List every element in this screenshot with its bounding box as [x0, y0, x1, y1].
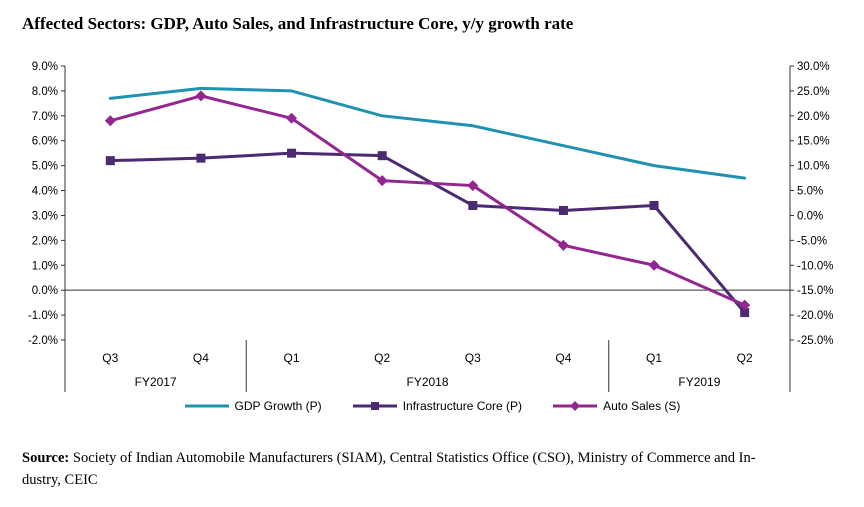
x-axis-quarter-label: Q2: [374, 351, 390, 365]
x-axis-fy-label: FY2018: [406, 375, 448, 389]
x-axis-quarter-label: Q4: [193, 351, 209, 365]
left-axis-tick-label: 0.0%: [32, 285, 58, 297]
left-axis-tick-label: -1.0%: [28, 310, 58, 322]
marker-square-infrastructure-core: [468, 200, 478, 210]
marker-diamond-auto-sales: [557, 239, 569, 251]
marker-diamond-auto-sales: [286, 112, 298, 124]
marker-diamond-auto-sales: [195, 90, 207, 102]
x-axis-quarter-label: Q4: [555, 351, 571, 365]
marker-square-infrastructure-core: [105, 156, 115, 166]
left-axis-tick-label: 6.0%: [32, 136, 58, 148]
marker-square-infrastructure-core: [377, 151, 387, 161]
source-line1: Society of Indian Automobile Manufacture…: [72, 449, 756, 466]
right-axis-tick-label: -20.0%: [797, 310, 833, 322]
right-axis-tick-label: 5.0%: [797, 186, 823, 198]
legend-label-gdp-growth: GDP Growth (P): [234, 399, 322, 413]
left-axis-tick-label: -2.0%: [28, 335, 58, 347]
right-axis-tick-label: 10.0%: [797, 161, 830, 173]
left-axis-tick-label: 7.0%: [32, 111, 58, 123]
marker-diamond-auto-sales: [648, 259, 660, 271]
left-axis-tick-label: 2.0%: [32, 235, 58, 247]
left-axis-tick-label: 9.0%: [32, 61, 58, 73]
legend-label-auto-sales: Auto Sales (S): [603, 399, 681, 413]
x-axis-fy-label: FY2019: [678, 375, 720, 389]
legend-item-gdp-growth: GDP Growth (P): [184, 399, 322, 413]
chart-legend: GDP Growth (P) Infrastructure Core (P) Aut…: [0, 399, 864, 413]
right-axis-tick-label: -5.0%: [797, 235, 827, 247]
source-line2: dustry, CEIC: [22, 471, 98, 488]
series-line-gdp-growth: [108, 86, 747, 180]
x-axis-quarter-label: Q1: [284, 351, 300, 365]
chart-plot: 9.0% 8.0% 7.0% 6.0% 5.0% 4.0% 3.0% 2.0% 1.0% 0.0%…: [28, 61, 833, 392]
chart-title: Affected Sectors: GDP, Auto Sales, and I…: [22, 14, 574, 33]
marker-square-infrastructure-core: [649, 200, 659, 210]
right-axis-tick-label: 20.0%: [797, 111, 830, 123]
source-note: Source: Society of Indian Automobile Man…: [22, 447, 842, 492]
left-axis-tick-label: 8.0%: [32, 86, 58, 98]
marker-diamond-auto-sales: [104, 115, 116, 127]
legend-label-infrastructure-core: Infrastructure Core (P): [402, 399, 523, 413]
x-axis-quarter-label: Q2: [737, 351, 753, 365]
marker-diamond-auto-sales: [467, 180, 479, 192]
marker-square-infrastructure-core: [287, 148, 297, 158]
x-axis-quarter-label: Q1: [646, 351, 662, 365]
right-axis-tick-label: 30.0%: [797, 61, 830, 73]
legend-swatch-infrastructure-core: [352, 402, 397, 410]
marker-diamond-auto-sales: [376, 175, 388, 187]
marker-diamond-auto-sales: [739, 299, 751, 311]
marker-square-infrastructure-core: [196, 153, 206, 163]
legend-swatch-auto-sales: [553, 401, 598, 411]
left-axis-tick-label: 4.0%: [32, 186, 58, 198]
right-axis-tick-label: 0.0%: [797, 210, 823, 222]
legend-item-infrastructure-core: Infrastructure Core (P): [352, 399, 522, 413]
marker-square-infrastructure-core: [740, 308, 750, 318]
left-axis-tick-label: 5.0%: [32, 161, 58, 173]
x-axis-fy-label: FY2017: [135, 375, 177, 389]
right-axis-tick-label: 15.0%: [797, 136, 830, 148]
source-label: Source:: [22, 449, 70, 466]
right-axis-tick-label: -15.0%: [797, 285, 833, 297]
left-axis-tick-label: 3.0%: [32, 210, 58, 222]
right-axis-tick-label: 25.0%: [797, 86, 830, 98]
legend-swatch-gdp-growth: [184, 404, 229, 408]
x-axis-quarter-label: Q3: [465, 351, 481, 365]
legend-item-auto-sales: Auto Sales (S): [552, 399, 680, 413]
marker-square-infrastructure-core: [558, 205, 568, 215]
x-axis-quarter-label: Q3: [102, 351, 118, 365]
left-axis-tick-label: 1.0%: [32, 260, 58, 272]
series-line-infrastructure-core: [108, 151, 747, 315]
series-line-auto-sales: [108, 94, 747, 307]
right-axis-tick-label: -25.0%: [797, 335, 833, 347]
right-axis-tick-label: -10.0%: [797, 260, 833, 272]
